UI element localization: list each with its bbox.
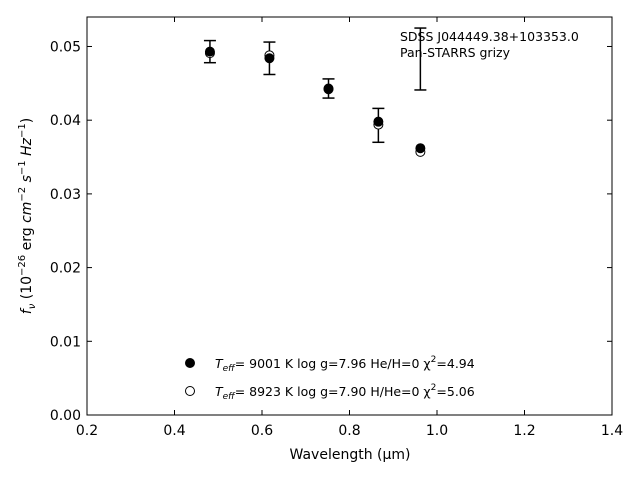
annotation-survey: Pan-STARRS grizy <box>400 45 511 60</box>
y-tick-label: 0.02 <box>50 261 81 277</box>
y-tick-label: 0.05 <box>50 39 81 55</box>
y-axis-label: fν (10−26 erg cm−2 s−1 Hz−1) <box>17 118 38 314</box>
y-axis: 0.00 0.01 0.02 0.03 0.04 0.05 <box>50 39 612 424</box>
x-tick-label: 0.6 <box>251 423 273 439</box>
data-point-filled <box>323 83 334 94</box>
x-tick-label: 0.2 <box>76 423 98 439</box>
legend-marker-open <box>185 386 195 396</box>
legend: Teff= 9001 K log g=7.96 He/H=0 χ2=4.94 T… <box>185 355 475 402</box>
x-axis-label: Wavelength (μm) <box>290 447 411 463</box>
data-point-filled <box>373 116 384 127</box>
data-point-filled <box>264 53 275 64</box>
x-tick-label: 1.2 <box>513 423 535 439</box>
model-points <box>204 46 426 157</box>
x-axis: 0.2 0.4 0.6 0.8 1.0 1.2 1.4 <box>76 17 623 439</box>
x-tick-label: 0.8 <box>338 423 360 439</box>
y-tick-label: 0.03 <box>50 187 81 203</box>
x-tick-label: 1.4 <box>601 423 623 439</box>
observed-errorbars <box>203 27 427 144</box>
data-point-filled <box>415 143 426 154</box>
legend-entry-2: Teff= 8923 K log g=7.90 H/He=0 χ2=5.06 <box>215 383 475 402</box>
y-tick-label: 0.00 <box>50 408 81 424</box>
legend-marker-filled <box>185 358 195 368</box>
y-tick-label: 0.04 <box>50 113 81 129</box>
legend-entry-1: Teff= 9001 K log g=7.96 He/H=0 χ2=4.94 <box>215 355 475 374</box>
y-tick-label: 0.01 <box>50 334 81 350</box>
annotation-object: SDSS J044449.38+103353.0 <box>400 29 579 44</box>
x-tick-label: 1.0 <box>426 423 448 439</box>
data-point-filled <box>204 46 215 57</box>
x-tick-label: 0.4 <box>163 423 185 439</box>
